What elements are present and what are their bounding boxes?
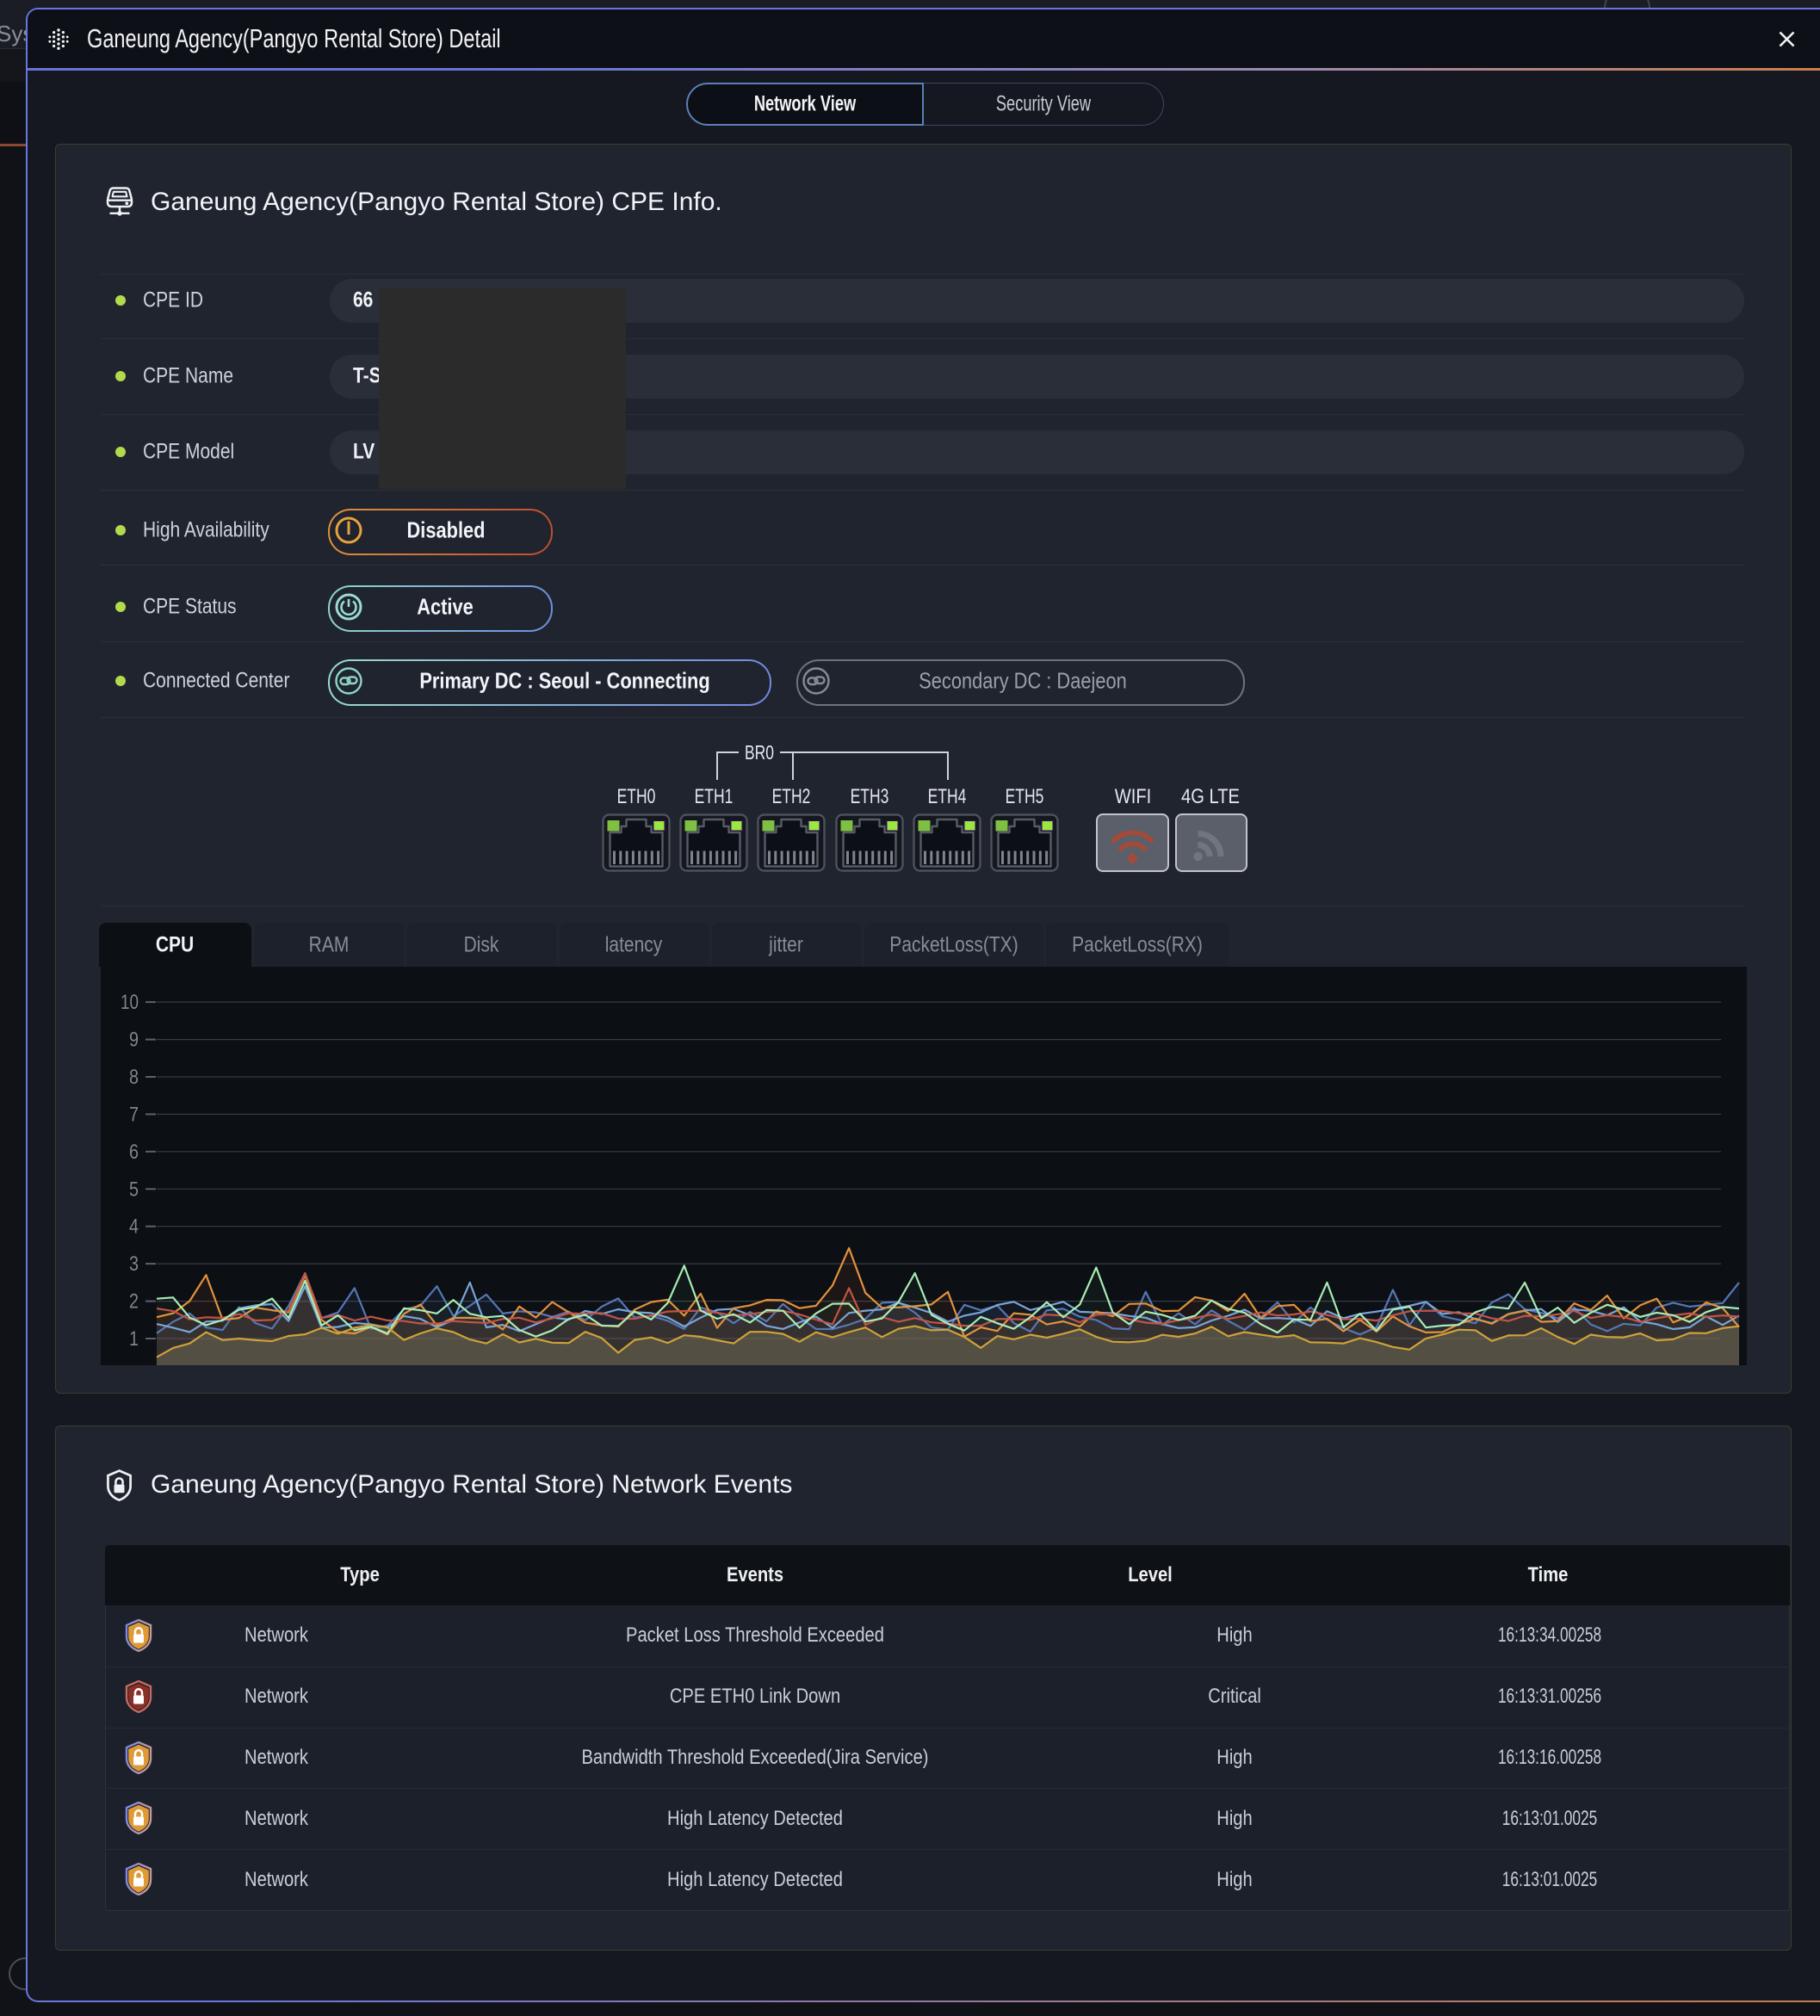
svg-text:1: 1	[129, 1327, 139, 1351]
svg-text:6: 6	[129, 1141, 139, 1164]
svg-text:BR0: BR0	[745, 741, 774, 764]
svg-text:3: 3	[129, 1252, 139, 1276]
svg-text:8: 8	[129, 1066, 139, 1089]
svg-text:7: 7	[129, 1103, 139, 1126]
svg-text:2: 2	[129, 1290, 139, 1314]
svg-text:4: 4	[129, 1215, 139, 1239]
svg-text:9: 9	[129, 1029, 139, 1052]
svg-text:10: 10	[121, 991, 139, 1014]
svg-text:5: 5	[129, 1178, 139, 1201]
